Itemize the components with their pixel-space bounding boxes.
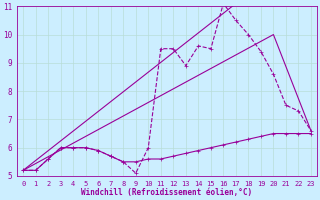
X-axis label: Windchill (Refroidissement éolien,°C): Windchill (Refroidissement éolien,°C) (82, 188, 252, 197)
